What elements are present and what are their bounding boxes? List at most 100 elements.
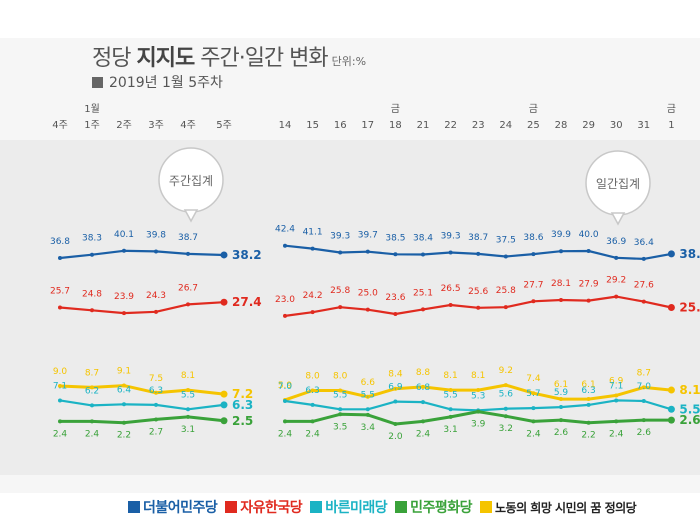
data-point-lkp <box>421 307 425 312</box>
data-label-lkp: 25.7 <box>679 300 700 314</box>
category-label: 15 <box>306 120 319 131</box>
data-label-jus: 8.7 <box>85 368 99 378</box>
data-label-jus: 7.4 <box>526 374 541 384</box>
category-label: 3주 <box>148 120 164 131</box>
data-label-jus: 9.2 <box>499 366 513 376</box>
data-point-jus <box>421 384 425 389</box>
data-label-lkp: 27.7 <box>523 280 543 290</box>
data-label-dem: 38.3 <box>82 234 102 244</box>
legend-swatch-jus <box>480 501 492 513</box>
data-label-bar: 5.6 <box>499 390 514 400</box>
data-point-pea <box>476 409 481 414</box>
data-label-dem: 40.1 <box>114 230 134 240</box>
data-label-lkp: 25.7 <box>50 286 70 296</box>
data-point-bar <box>641 399 646 403</box>
data-point-dem <box>186 251 190 256</box>
category-label: 1주 <box>84 120 100 131</box>
category-label: 1 <box>668 120 674 131</box>
data-point-bar <box>58 398 62 403</box>
data-label-lkp: 27.4 <box>232 295 262 309</box>
data-point-lkp <box>310 310 315 315</box>
data-point-jus <box>310 388 315 393</box>
data-point-bar <box>614 398 619 403</box>
data-point-bar <box>90 403 94 408</box>
data-label-lkp: 24.2 <box>303 291 323 301</box>
data-point-lkp <box>220 298 228 306</box>
data-label-pea: 3.1 <box>181 425 195 435</box>
data-point-jus <box>220 390 228 398</box>
category-label: 4주 <box>180 120 196 131</box>
data-point-pea <box>393 422 398 426</box>
data-point-bar <box>154 402 158 407</box>
data-point-lkp <box>503 305 508 310</box>
data-point-dem <box>90 252 94 257</box>
data-point-pea <box>220 417 228 425</box>
data-label-pea: 2.6 <box>554 428 569 438</box>
legend-swatch-bar <box>310 501 323 513</box>
data-point-dem <box>448 250 453 255</box>
data-label-dem: 39.9 <box>551 230 571 240</box>
data-point-pea <box>448 414 453 419</box>
data-point-bar <box>667 405 675 413</box>
data-label-pea: 2.4 <box>305 429 320 439</box>
legend-item-jus: 노동의 희망 시민의 꿈 정의당 <box>480 499 637 516</box>
title-light: 정당 <box>92 46 131 71</box>
data-label-bar: 7.1 <box>53 381 67 391</box>
subtitle-text: 2019년 1월 5주차 <box>109 75 223 91</box>
data-point-pea <box>614 419 619 424</box>
data-point-jus <box>122 383 126 388</box>
data-label-bar: 5.5 <box>181 390 195 400</box>
data-point-bar <box>421 400 425 405</box>
bubble-label-daily: 일간집계 <box>596 177 640 191</box>
data-label-lkp: 26.5 <box>441 284 461 294</box>
data-label-pea: 2.7 <box>149 427 163 437</box>
bubble-tail <box>610 212 626 226</box>
data-point-jus <box>58 384 62 388</box>
category-label: 31 <box>637 120 650 131</box>
data-label-pea: 2.2 <box>117 431 131 441</box>
data-point-dem <box>310 246 315 251</box>
data-point-jus <box>90 385 94 390</box>
data-label-bar: 6.8 <box>416 383 431 393</box>
data-label-jus: 6.1 <box>554 380 568 390</box>
data-label-bar: 5.5 <box>361 390 375 400</box>
data-label-bar: 5.5 <box>333 390 347 400</box>
data-point-lkp <box>90 308 94 313</box>
data-label-bar: 7.1 <box>609 381 623 391</box>
data-label-dem: 38.7 <box>679 247 700 261</box>
legend: 더불어민주당 자유한국당 바른미래당 민주평화당 노동의 희망 시민의 꿈 정의… <box>128 497 637 517</box>
data-label-lkp: 25.1 <box>413 288 433 298</box>
data-label-dem: 42.4 <box>275 225 295 235</box>
data-label-dem: 39.8 <box>146 230 166 240</box>
data-point-lkp <box>365 307 370 312</box>
data-label-lkp: 24.3 <box>146 291 166 301</box>
data-point-jus <box>448 388 453 393</box>
data-point-bar <box>338 407 343 412</box>
data-label-pea: 2.4 <box>85 429 100 439</box>
data-label-pea: 3.2 <box>499 424 513 434</box>
data-label-pea: 3.1 <box>443 425 457 435</box>
data-label-dem: 36.4 <box>634 238 654 248</box>
data-point-bar <box>283 399 287 403</box>
data-label-jus: 8.4 <box>388 370 403 380</box>
category-label: 23 <box>472 120 485 131</box>
data-label-lkp: 23.9 <box>114 292 134 302</box>
category-label: 25 <box>527 120 540 131</box>
legend-label-jus: 노동의 희망 시민의 꿈 정의당 <box>495 500 637 515</box>
data-label-bar: 6.4 <box>117 385 132 395</box>
data-label-dem: 39.7 <box>358 231 378 241</box>
data-point-dem <box>559 249 563 254</box>
legend-label-bar: 바른미래당 <box>325 500 388 516</box>
data-label-bar: 6.3 <box>149 386 163 396</box>
data-point-dem <box>667 250 675 258</box>
category-label: 4주 <box>52 120 68 131</box>
data-label-dem: 38.7 <box>468 233 488 243</box>
category-label: 14 <box>279 120 292 131</box>
data-label-bar: 7.0 <box>637 382 652 392</box>
data-label-dem: 41.1 <box>303 228 323 238</box>
data-label-pea: 2.0 <box>388 432 403 442</box>
data-label-pea: 2.4 <box>278 429 293 439</box>
data-label-lkp: 24.8 <box>82 289 102 299</box>
data-point-lkp <box>122 311 126 316</box>
